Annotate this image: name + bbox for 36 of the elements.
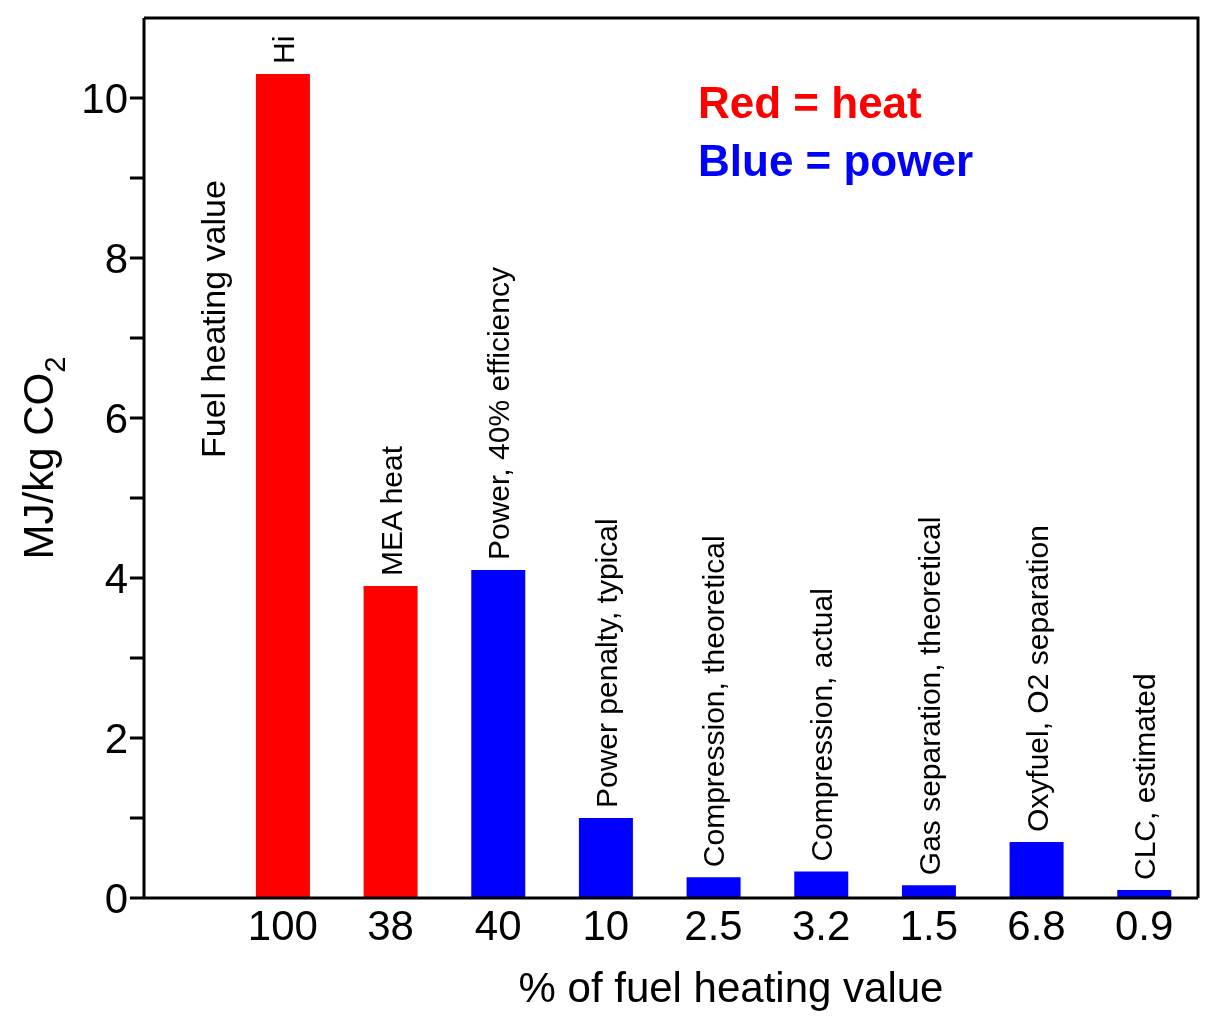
bar <box>794 871 849 898</box>
annotation: Compression, actual <box>804 588 838 862</box>
y-tick-label: 6 <box>104 394 128 442</box>
annotation: Oxyfuel, O2 separation <box>1020 525 1053 832</box>
y-tick-label: 8 <box>104 234 128 282</box>
x-tick-label: 38 <box>367 901 414 949</box>
annotation: CLC, estimated <box>1127 673 1161 880</box>
annotation: Power penalty, typical <box>589 518 623 808</box>
x-tick-label: 1.5 <box>899 901 959 949</box>
annotation: Power, 40% efficiency <box>481 267 515 560</box>
bar <box>1009 842 1064 898</box>
bar <box>363 586 418 898</box>
text: Blue = power <box>698 136 974 185</box>
x-tick-label: 3.2 <box>791 901 851 949</box>
x-axis-title: % of fuel heating value <box>518 964 944 1011</box>
y-tick-label: 2 <box>104 714 128 762</box>
x-tick-label: 100 <box>247 901 318 949</box>
bar <box>686 877 741 898</box>
y-tick-label: 10 <box>81 74 128 122</box>
x-tick-label: 10 <box>582 901 630 949</box>
annotation: Compression, theoretical <box>697 535 730 868</box>
annotation: Fuel heating value <box>193 180 232 458</box>
x-tick-label: 6.8 <box>1007 901 1066 949</box>
bar <box>578 818 633 898</box>
annotation: MEA heat <box>374 445 407 576</box>
x-tick-label: 40 <box>474 901 522 949</box>
x-tick-label: 2.5 <box>684 901 743 949</box>
text: Red = heat <box>698 78 923 127</box>
bar <box>901 885 956 898</box>
y-tick-label: 0 <box>104 874 128 922</box>
annotation: Hi <box>266 35 300 64</box>
x-tick-label: 0.9 <box>1114 901 1174 949</box>
bar <box>471 570 526 898</box>
annotation: Gas separation, theoretical <box>912 516 946 876</box>
y-tick-label: 4 <box>104 554 128 602</box>
bar <box>255 74 310 898</box>
